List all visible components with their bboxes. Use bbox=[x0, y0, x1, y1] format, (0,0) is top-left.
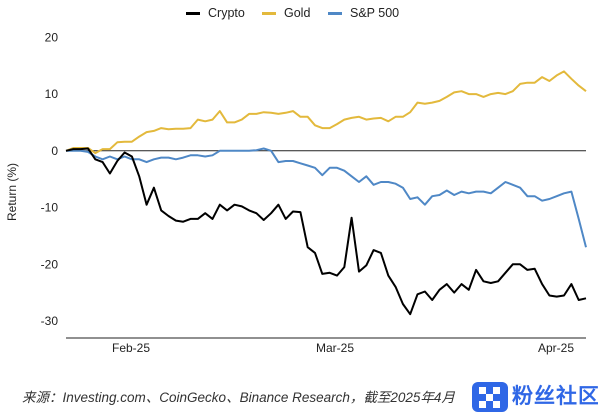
y-tick-label: -10 bbox=[41, 201, 59, 215]
y-axis-label: Return (%) bbox=[5, 163, 19, 221]
legend-swatch-crypto bbox=[186, 11, 200, 15]
line-chart: 20 10 0 -10 -20 -30 Feb-25 Mar-25 Apr-25 Return… bbox=[5, 30, 587, 355]
x-tick-label: Apr-25 bbox=[538, 341, 574, 355]
x-tick-label: Mar-25 bbox=[316, 341, 354, 355]
y-tick-label: 20 bbox=[45, 30, 59, 44]
y-tick-label: -20 bbox=[41, 257, 59, 271]
y-tick-label: 10 bbox=[45, 87, 59, 101]
watermark-text: 粉丝社区 bbox=[512, 384, 598, 408]
legend-swatch-gold bbox=[262, 11, 276, 15]
series-line-crypto bbox=[65, 147, 587, 316]
watermark-logo-icon bbox=[472, 382, 508, 412]
legend-item-gold: Gold bbox=[262, 6, 310, 20]
legend-label-gold: Gold bbox=[284, 6, 311, 20]
series-line-s-p-500 bbox=[66, 147, 587, 248]
legend-swatch-sp500 bbox=[328, 11, 342, 15]
source-note: 来源：Investing.com、CoinGecko、Binance Resea… bbox=[22, 390, 455, 405]
legend-item-crypto: Crypto bbox=[186, 6, 245, 20]
x-axis-ticks: Feb-25 Mar-25 Apr-25 bbox=[112, 341, 574, 355]
legend-item-sp500: S&P 500 bbox=[328, 6, 399, 20]
x-tick-label: Feb-25 bbox=[112, 341, 150, 355]
chart-legend: Crypto Gold S&P 500 bbox=[0, 6, 600, 26]
y-tick-label: -30 bbox=[41, 314, 59, 328]
y-tick-label: 0 bbox=[51, 144, 58, 158]
series-layer bbox=[65, 70, 587, 316]
y-axis-ticks: 20 10 0 -10 -20 -30 bbox=[41, 30, 59, 328]
legend-label-crypto: Crypto bbox=[208, 6, 245, 20]
series-line-gold bbox=[65, 70, 587, 155]
legend-label-sp500: S&P 500 bbox=[350, 6, 400, 20]
